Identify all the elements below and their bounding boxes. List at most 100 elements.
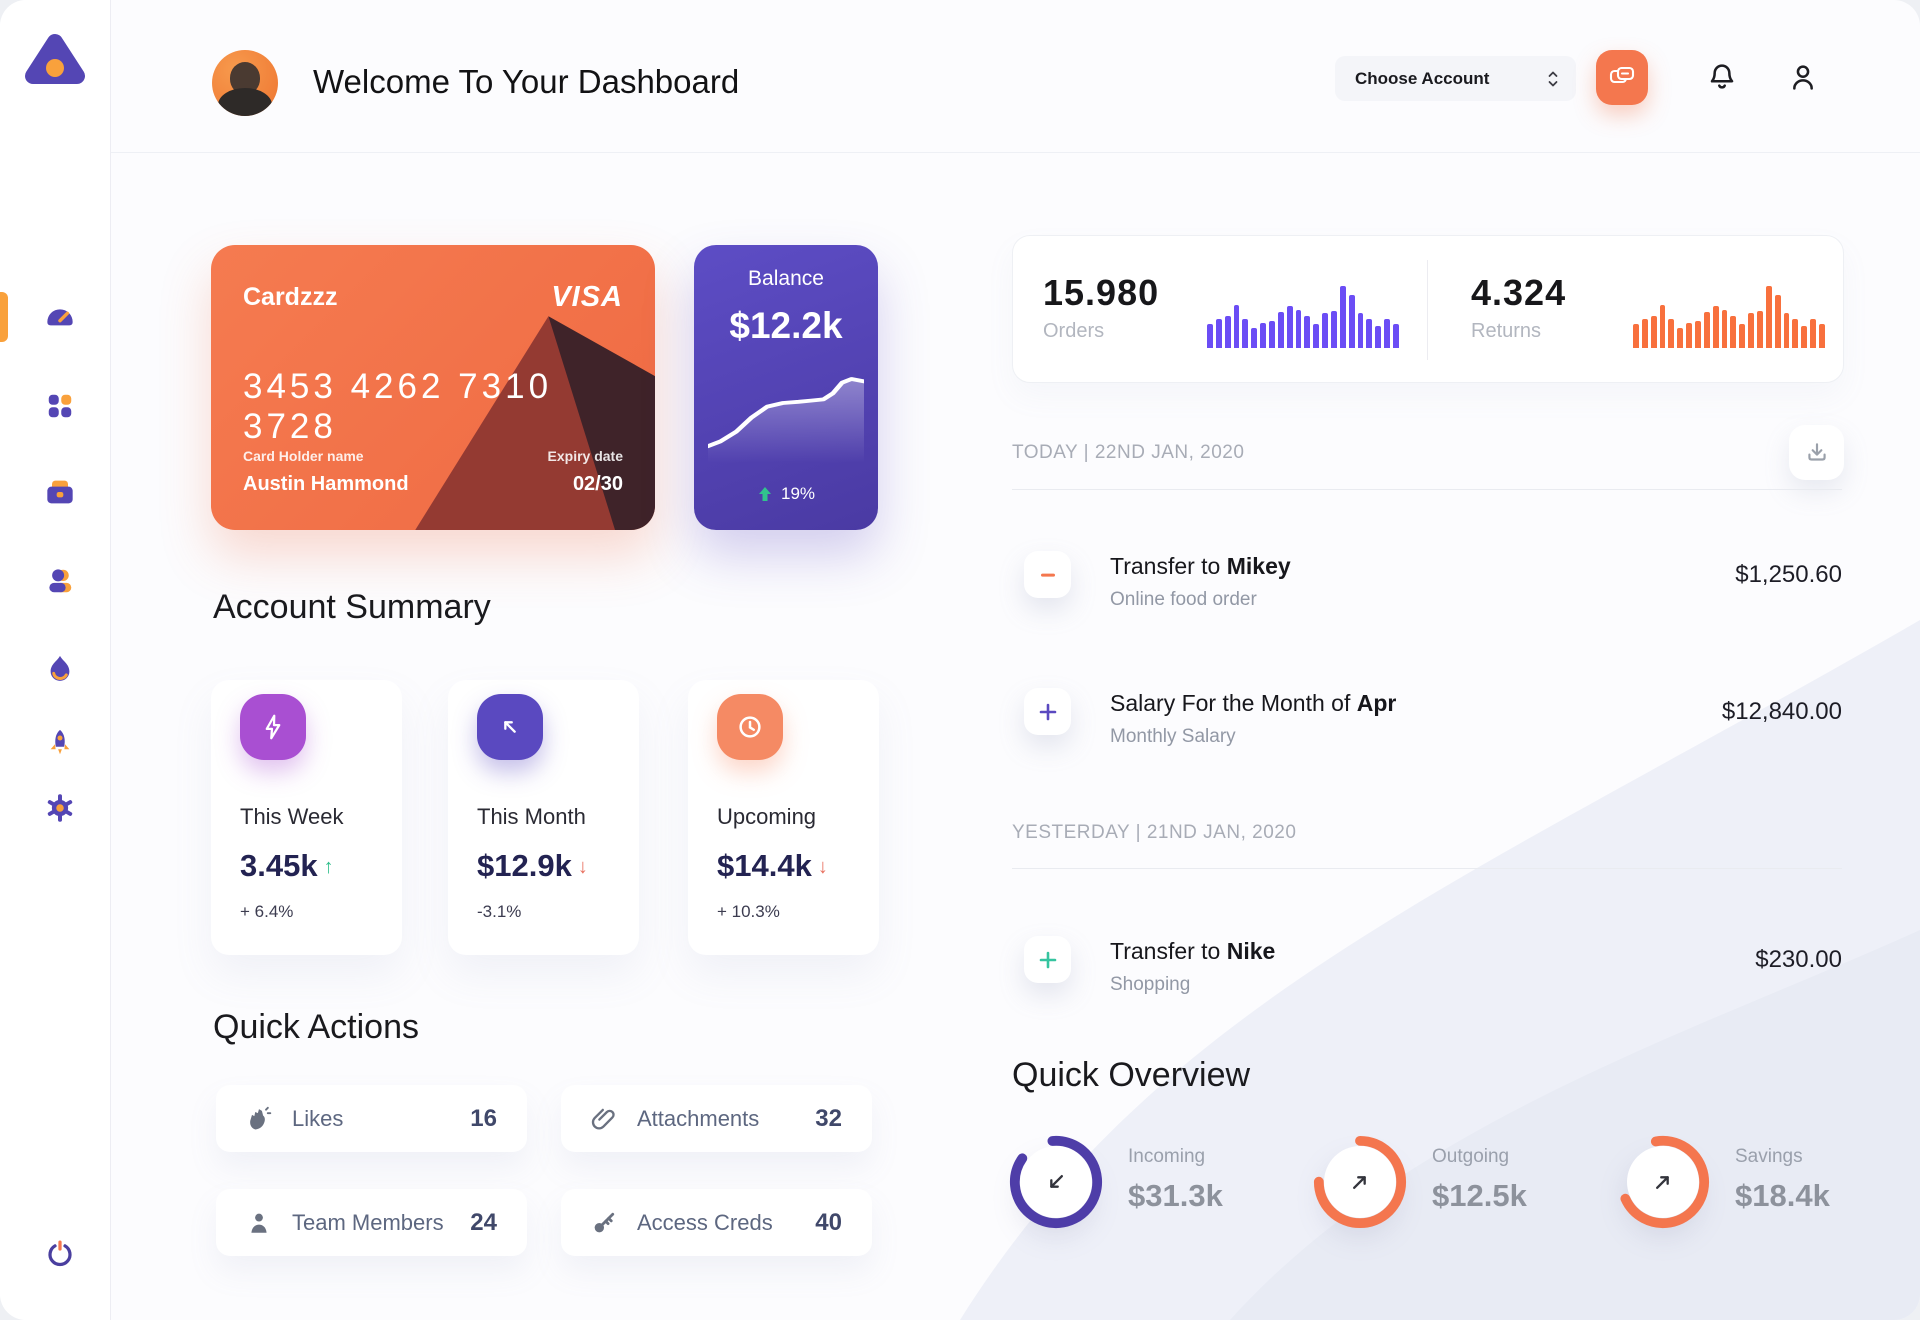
section-divider (1012, 868, 1842, 869)
balance-label: Balance (748, 267, 824, 290)
user-icon (49, 569, 72, 593)
savings-gauge (1614, 1133, 1712, 1231)
transaction-amount: $1,250.60 (1735, 561, 1842, 588)
stats-divider (1427, 260, 1428, 360)
summary-card-this-week: This Week 3.45k ↑ + 6.4% (211, 680, 402, 955)
gauge-value: $18.4k (1735, 1178, 1830, 1213)
account-select-label: Choose Account (1355, 68, 1490, 88)
quick-action-attachments[interactable]: Attachments 32 (561, 1085, 872, 1152)
user-avatar (212, 50, 278, 116)
section-divider (1012, 489, 1842, 490)
account-summary-heading: Account Summary (213, 588, 491, 626)
quick-action-access-creds[interactable]: Access Creds 40 (561, 1189, 872, 1256)
transaction-subtitle: Shopping (1110, 974, 1191, 995)
summary-value: 3.45k ↑ (240, 848, 334, 883)
summary-card-upcoming: Upcoming $14.4k ↓ + 10.3% (688, 680, 879, 955)
app-logo (23, 30, 87, 90)
card-holder-name: Austin Hammond (243, 473, 409, 495)
balance-trend-chart (708, 377, 864, 463)
summary-delta: + 10.3% (717, 902, 780, 921)
orders-label: Orders (1043, 320, 1105, 342)
power-icon (48, 1240, 72, 1267)
download-icon (1807, 442, 1826, 461)
transaction-title: Salary For the Month of Apr (1110, 690, 1397, 716)
transaction-title: Transfer to Nike (1110, 938, 1276, 964)
summary-delta: + 6.4% (240, 902, 294, 921)
gauge-value: $12.5k (1432, 1178, 1527, 1213)
returns-value: 4.324 (1471, 272, 1567, 313)
profile-button[interactable] (1786, 60, 1820, 94)
gauge-label: Incoming (1128, 1146, 1206, 1167)
grid-icon (48, 394, 72, 418)
select-chevrons-icon (1548, 71, 1558, 86)
card-name: Cardzzz (243, 283, 338, 311)
transaction-type-badge (1024, 936, 1071, 983)
balance-change-value: 19% (780, 484, 816, 503)
summary-label: This Month (477, 804, 586, 829)
summary-value: $12.9k ↓ (477, 848, 588, 883)
transaction-subtitle: Online food order (1110, 589, 1257, 610)
gauge-label: Savings (1735, 1146, 1803, 1167)
quick-action-label: Likes (292, 1105, 344, 1131)
balance-change: 19% (694, 484, 878, 504)
transaction-row[interactable]: Salary For the Month of Apr Monthly Sala… (1012, 688, 1842, 758)
orders-sparkline (1207, 286, 1399, 348)
sidebar-item-users[interactable] (40, 561, 80, 601)
sidebar-item-trending[interactable] (40, 649, 80, 689)
clap-icon (244, 1104, 274, 1134)
sidebar-item-logout[interactable] (40, 1234, 80, 1274)
quick-action-count: 24 (470, 1208, 497, 1236)
plus-icon (1039, 703, 1056, 720)
balance-card: Balance $12.2k 19% (694, 245, 878, 530)
paperclip-icon (589, 1104, 619, 1134)
speedometer-icon (47, 309, 73, 326)
orders-value: 15.980 (1043, 272, 1160, 313)
rocket-icon (50, 729, 70, 755)
account-select[interactable]: Choose Account (1335, 56, 1576, 101)
visa-logo: VISA (551, 281, 623, 313)
quick-overview-heading: Quick Overview (1012, 1056, 1251, 1094)
gauge-label: Outgoing (1432, 1146, 1510, 1167)
returns-sparkline (1633, 286, 1825, 348)
date-header-today: TODAY | 22ND JAN, 2020 (1012, 442, 1245, 463)
quick-action-count: 40 (815, 1208, 842, 1236)
sidebar-item-apps[interactable] (40, 386, 80, 426)
quick-action-count: 32 (815, 1104, 842, 1132)
quick-action-likes[interactable]: Likes 16 (216, 1085, 527, 1152)
notifications-button[interactable] (1705, 60, 1739, 94)
transaction-type-badge (1024, 688, 1071, 735)
briefcase-icon (47, 480, 73, 504)
gauge-value: $31.3k (1128, 1178, 1223, 1213)
returns-label: Returns (1471, 320, 1542, 342)
download-button[interactable] (1789, 425, 1844, 480)
transaction-amount: $12,840.00 (1721, 698, 1842, 725)
minus-icon (1040, 573, 1055, 577)
plus-icon (1039, 951, 1056, 968)
sidebar-item-settings[interactable] (40, 788, 80, 828)
messages-button[interactable] (1596, 50, 1648, 105)
arrow-up-left-icon (477, 694, 543, 760)
sidebar-item-dashboard[interactable] (40, 296, 80, 336)
quick-actions-heading: Quick Actions (213, 1008, 419, 1046)
quick-action-count: 16 (470, 1104, 497, 1132)
bell-icon (1710, 64, 1734, 89)
sidebar-item-launch[interactable] (40, 723, 80, 763)
header-divider (111, 152, 1920, 153)
summary-value: $14.4k ↓ (717, 848, 828, 883)
transaction-row[interactable]: Transfer to Mikey Online food order $1,2… (1012, 551, 1842, 621)
sidebar-item-work[interactable] (40, 472, 80, 512)
transaction-type-badge (1024, 551, 1071, 598)
trend-down-arrow-icon: ↓ (577, 856, 588, 878)
chat-icon (1609, 66, 1635, 83)
transaction-row[interactable]: Transfer to Nike Shopping $230.00 (1012, 936, 1842, 1006)
quick-action-team-members[interactable]: Team Members 24 (216, 1189, 527, 1256)
person-icon (1793, 65, 1813, 90)
transaction-title: Transfer to Mikey (1110, 553, 1291, 579)
flame-icon (50, 655, 70, 681)
sidebar-active-indicator (0, 292, 8, 342)
quick-action-label: Attachments (637, 1105, 760, 1131)
summary-label: Upcoming (717, 804, 817, 829)
card-expiry: 02/30 (572, 473, 623, 495)
key-icon (589, 1208, 619, 1238)
